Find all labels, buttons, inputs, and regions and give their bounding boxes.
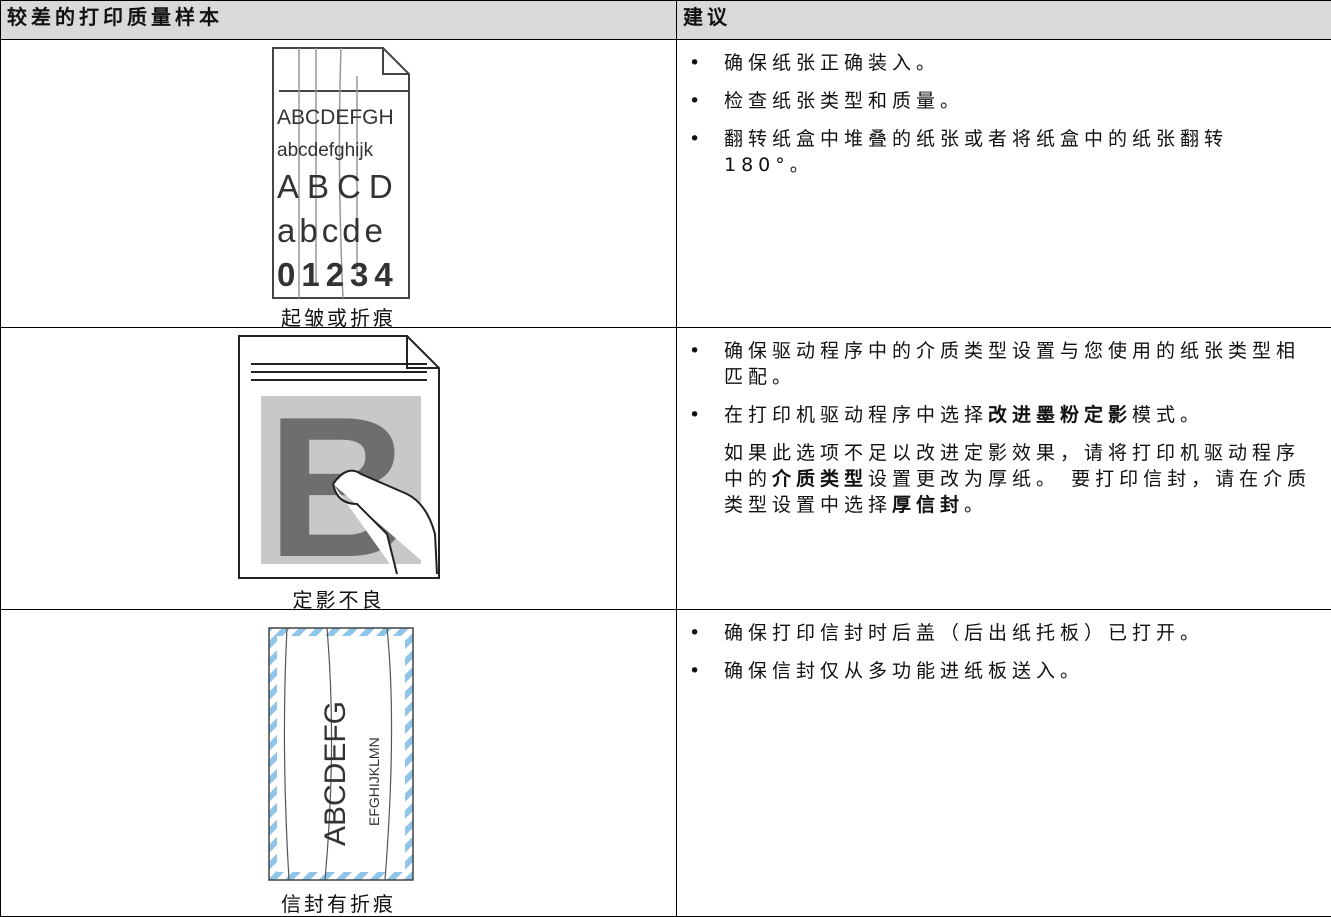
text: 确保驱动程序中的介质类型设置与您使用的纸张类型相匹配。 [724,340,1301,388]
tip: 在打印机驱动程序中选择改进墨粉定影模式。 [689,402,1323,428]
tip: 确保纸张正确装入。 [689,50,1323,76]
sample-image: B [238,335,440,584]
image-text: ABCDEFGH [277,106,394,129]
tips: 确保驱动程序中的介质类型设置与您使用的纸张类型相匹配。在打印机驱动程序中选择改进… [677,328,1331,518]
header-cell: 较差的打印质量样本 [0,0,677,40]
text: 如果此选项不足以改进定影效果，请将打印机驱动程序中的 [724,442,1301,490]
header-cell: 建议 [676,0,1331,40]
tip: 检查纸张类型和质量。 [689,88,1323,114]
bold-text: 改进墨粉定影 [988,404,1133,426]
text: 翻转纸盒中堆叠的纸张或者将纸盒中的纸张翻转 180°。 [724,128,1229,176]
tip: 翻转纸盒中堆叠的纸张或者将纸盒中的纸张翻转 180°。 [689,126,1323,178]
sample-cell: ABCDEFGH abcdefghijk ABCD abcde 01234 起皱… [0,39,677,330]
image-text: abcdefghijk [277,140,374,161]
tip: 确保信封仅从多功能进纸板送入。 [689,658,1323,684]
row: ABCDEFGH abcdefghijk ABCD abcde 01234 起皱… [0,39,1331,330]
text: 确保信封仅从多功能进纸板送入。 [724,660,1085,682]
tips-cell: 确保驱动程序中的介质类型设置与您使用的纸张类型相匹配。在打印机驱动程序中选择改进… [676,327,1331,610]
sample-image: ABCDEFG EFGHIJKLMN [268,627,414,881]
image-text: abcde [277,212,387,249]
text: 在打印机驱动程序中选择 [724,404,989,426]
tips-cell: 确保纸张正确装入。检查纸张类型和质量。翻转纸盒中堆叠的纸张或者将纸盒中的纸张翻转… [676,39,1331,328]
caption: 起皱或折痕 [281,306,396,330]
text: 设置更改为厚纸。 要打印信封，请在介质类型设置中选择 [724,468,1312,516]
sample-image: ABCDEFGH abcdefghijk ABCD abcde 01234 [272,47,410,299]
sample-cell: ABCDEFG EFGHIJKLMN 信封有折痕 [0,609,677,917]
row: ABCDEFG EFGHIJKLMN 信封有折痕 确保打印信封时后盖（后出纸托板… [0,609,1331,917]
tips: 确保打印信封时后盖（后出纸托板）已打开。确保信封仅从多功能进纸板送入。 [677,610,1331,684]
caption: 定影不良 [292,588,385,612]
bold-text: 厚信封 [892,494,965,516]
header-row: 较差的打印质量样本 建议 [0,0,1331,40]
bold-text: 介质类型 [772,468,869,490]
tips: 确保纸张正确装入。检查纸张类型和质量。翻转纸盒中堆叠的纸张或者将纸盒中的纸张翻转… [677,40,1331,178]
row: B 定影不良 确保驱动程序中的介质类型设置与您使用的纸张类型相匹配。在打印机驱动… [0,327,1331,612]
image-text: ABCDEFG [319,701,352,846]
text: 。 [964,494,989,516]
tip: 确保打印信封时后盖（后出纸托板）已打开。 [689,620,1323,646]
text: 确保打印信封时后盖（后出纸托板）已打开。 [724,622,1205,644]
image-text: 01234 [277,256,399,293]
sample-cell: B 定影不良 [0,327,677,612]
text: 检查纸张类型和质量。 [724,90,965,112]
tip: 确保驱动程序中的介质类型设置与您使用的纸张类型相匹配。 [689,338,1323,390]
caption: 信封有折痕 [281,892,396,916]
image-text: EFGHIJKLMN [366,737,382,826]
image-text: ABCD [277,168,401,205]
text: 确保纸张正确装入。 [724,52,941,74]
tips-cell: 确保打印信封时后盖（后出纸托板）已打开。确保信封仅从多功能进纸板送入。 [676,609,1331,917]
tip: 如果此选项不足以改进定影效果，请将打印机驱动程序中的介质类型设置更改为厚纸。 要… [689,440,1323,518]
text: 模式。 [1132,404,1205,426]
